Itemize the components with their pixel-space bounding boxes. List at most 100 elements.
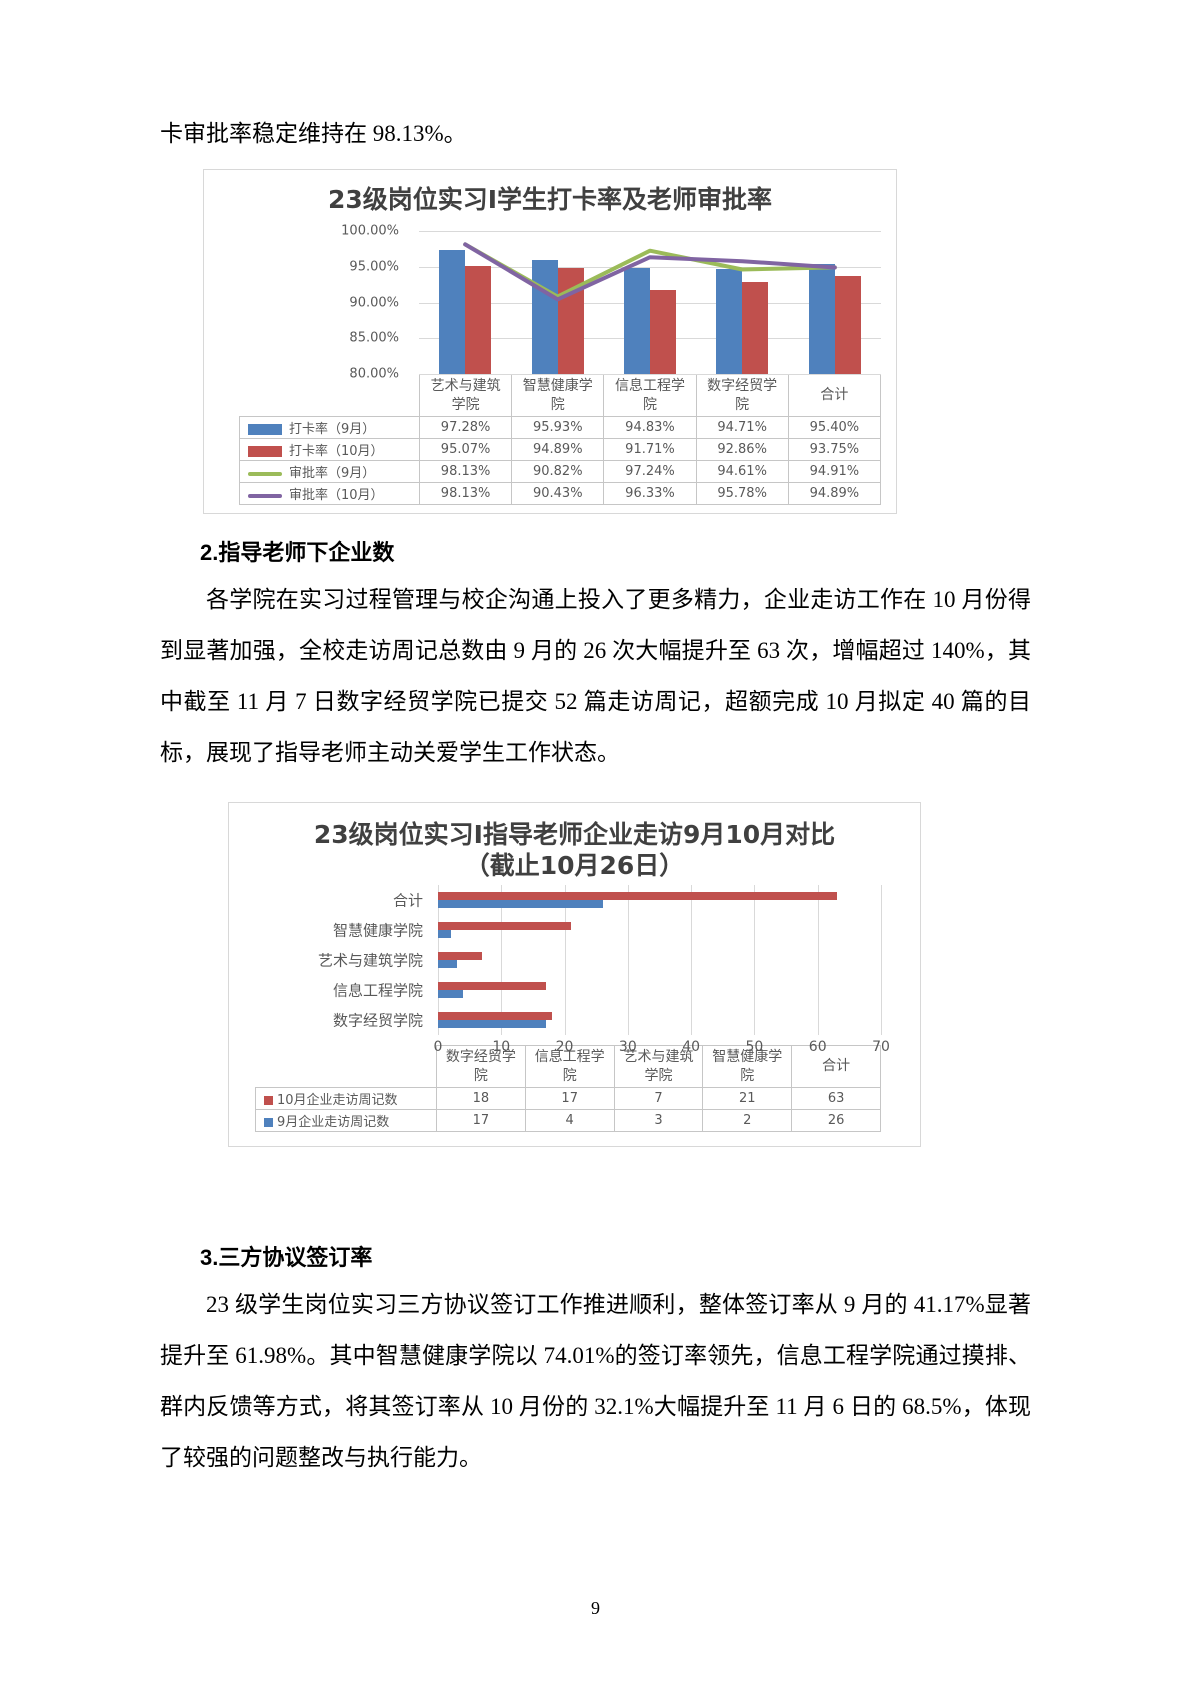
chart2-table-category: 合计 (791, 1045, 881, 1088)
chart1-table-category: 合计 (787, 374, 882, 417)
chart1-data-table: 艺术与建筑学院 智慧健康学院 信息工程学院 数字经贸学院 合计 打卡率（9月） 97.28%… (239, 374, 882, 505)
chart2-bar (438, 900, 603, 908)
chart2-xtick-label: 30 (618, 1039, 637, 1055)
section3-heading: 3.三方协议签订率 (200, 1245, 373, 1270)
chart2-table-row: 10月企业走访周记数 18 17 7 21 63 (255, 1087, 881, 1110)
chart2-title: 23级岗位实习I指导老师企业走访9月10月对比 (313, 820, 836, 849)
chart1-value-cell: 95.40% (787, 416, 882, 439)
chart1-value-cell: 90.82% (511, 460, 605, 483)
chart1-value-cell: 95.93% (511, 416, 605, 439)
chart2-value-cell: 26 (791, 1109, 881, 1132)
chart1-bar-groups (419, 231, 881, 374)
chart1-gridline (419, 374, 881, 375)
chart1-value-cell: 91.71% (603, 438, 697, 461)
legend-square-swatch (264, 1096, 273, 1105)
chart2-xtick-label: 20 (555, 1039, 574, 1055)
page-number: 9 (591, 1598, 600, 1618)
chart2-table-row: 9月企业走访周记数 17 4 3 2 26 (255, 1109, 881, 1132)
chart2-bar (438, 990, 464, 998)
chart1-series-name: 审批率（9月） (289, 466, 376, 481)
chart2-bar (438, 1012, 552, 1020)
chart1-table-row: 打卡率（10月） 95.07% 94.89% 91.71% 92.86% 93.75% (239, 438, 882, 461)
chart2-value-cell: 63 (791, 1087, 881, 1110)
section2-paragraph: 各学院在实习过程管理与校企沟通上投入了更多精力，企业走访工作在 10 月份得到显… (160, 587, 1031, 765)
chart1-legend-cell: 打卡率（10月） (239, 438, 420, 461)
chart2-category-label: 艺术与建筑学院 (317, 951, 423, 970)
chart1-table-category: 数字经贸学院 (695, 374, 789, 417)
chart2-bar (438, 982, 546, 990)
chart1-value-cell: 92.86% (695, 438, 789, 461)
chart2-value-cell: 21 (702, 1087, 793, 1110)
chart1-bar (742, 282, 769, 374)
chart2-gridline (501, 885, 503, 1035)
chart1-value-cell: 94.89% (511, 438, 605, 461)
chart2-bar-group (438, 982, 546, 998)
chart2-category-label: 信息工程学院 (332, 981, 423, 1000)
chart1-legend-cell: 打卡率（9月） (239, 416, 420, 439)
chart1-table-corner (239, 374, 420, 417)
chart1-table-category: 信息工程学院 (603, 374, 697, 417)
chart2-plot-area (438, 885, 882, 1035)
chart1-plot-area (419, 231, 881, 375)
chart2-legend-cell: 10月企业走访周记数 (255, 1087, 437, 1110)
chart1-value-cell: 94.61% (695, 460, 789, 483)
chart1-value-cell: 95.07% (418, 438, 513, 461)
intro-text: 卡审批率稳定维持在 98.13%。 (160, 121, 467, 146)
chart2-bar (438, 892, 837, 900)
chart2-xtick-label: 50 (745, 1039, 764, 1055)
chart2-table-category: 智慧健康学院 (702, 1045, 793, 1088)
chart1-bar (650, 290, 677, 374)
chart1-title: 23级岗位实习I学生打卡率及老师审批率 (327, 185, 773, 214)
chart1-table-category: 智慧健康学院 (511, 374, 605, 417)
chart2-bar (438, 930, 451, 938)
chart1-legend-cell: 审批率（9月） (239, 460, 420, 483)
chart2-category-label: 合计 (392, 891, 423, 910)
chart1-bar-group (789, 231, 881, 374)
chart2-bar-group (438, 892, 837, 908)
chart2-legend-cell: 9月企业走访周记数 (255, 1109, 437, 1132)
legend-square-swatch (264, 1118, 273, 1127)
chart1-y-axis: 100.00% 95.00% 90.00% 85.00% 80.00% (204, 224, 409, 382)
chart2-category-axis: 合计 智慧健康学院 艺术与建筑学院 信息工程学院 数字经贸学院 (229, 885, 431, 1035)
chart2-gridline (754, 885, 756, 1035)
chart2-value-cell: 2 (702, 1109, 793, 1132)
chart1-value-cell: 94.91% (787, 460, 882, 483)
chart1-table-row: 审批率（10月） 98.13% 90.43% 96.33% 95.78% 94.89% (239, 482, 882, 505)
page-content: 卡审批率稳定维持在 98.13%。 23级岗位实习I学生打卡率及老师审批率 10… (160, 108, 1031, 1483)
chart2-category-label: 智慧健康学院 (332, 921, 423, 940)
chart2-value-cell: 7 (613, 1087, 704, 1110)
chart1-value-cell: 98.13% (418, 482, 513, 505)
chart2-bar (438, 960, 457, 968)
chart2-gridline (817, 885, 819, 1035)
chart1-value-cell: 95.78% (695, 482, 789, 505)
chart1-ytick-label: 80.00% (349, 366, 399, 382)
chart1-bar (531, 260, 558, 374)
chart1-series-name: 审批率（10月） (289, 488, 384, 503)
chart1-table-row: 审批率（9月） 98.13% 90.82% 97.24% 94.61% 94.91% (239, 460, 882, 483)
chart1-bar-group (604, 231, 696, 374)
chart1-table-header-row: 艺术与建筑学院 智慧健康学院 信息工程学院 数字经贸学院 合计 (239, 374, 882, 417)
chart2-xtick-label: 10 (492, 1039, 511, 1055)
chart2-gridline (881, 885, 882, 1035)
legend-line-swatch (248, 471, 282, 476)
chart2-gridline (564, 885, 566, 1035)
chart1-bar-group (696, 231, 788, 374)
chart2-plot-region: 合计 智慧健康学院 艺术与建筑学院 信息工程学院 数字经贸学院 0 10 20 30 40 50 6… (229, 885, 920, 1055)
chart1-checkin-approval-rates: 23级岗位实习I学生打卡率及老师审批率 100.00% 95.00% 90.00% 8… (203, 169, 897, 514)
chart2-bar-group (438, 1012, 552, 1028)
chart1-legend-cell: 审批率（10月） (239, 482, 420, 505)
chart2-bar (438, 1020, 546, 1028)
chart1-value-cell: 90.43% (511, 482, 605, 505)
chart1-bar (716, 268, 743, 374)
chart1-bar (465, 266, 492, 374)
chart2-gridline (691, 885, 693, 1035)
chart1-bar (557, 267, 584, 374)
chart1-value-cell: 96.33% (603, 482, 697, 505)
chart1-ytick-label: 95.00% (349, 259, 399, 275)
chart1-bar-group (419, 231, 511, 374)
chart2-bar (438, 952, 483, 960)
chart1-bar (624, 267, 651, 374)
chart1-value-cell: 94.83% (603, 416, 697, 439)
chart2-table-corner (255, 1045, 437, 1088)
chart2-xtick-label: 0 (433, 1039, 443, 1055)
